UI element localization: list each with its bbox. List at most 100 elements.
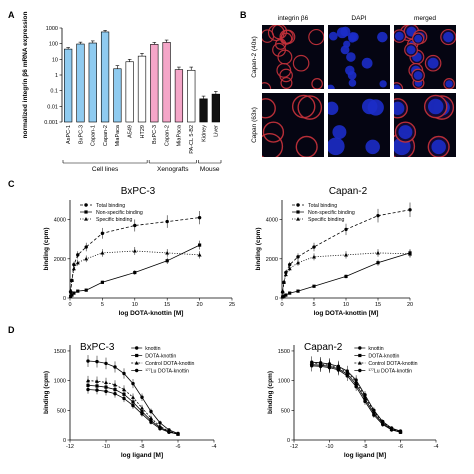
- x-tick-label: -12: [66, 444, 74, 450]
- panel-b-cell-nucleus: [340, 45, 350, 55]
- data-point: [283, 272, 288, 277]
- data-point: [345, 369, 349, 373]
- data-point: [72, 262, 76, 267]
- data-point: [104, 361, 108, 366]
- panel-b-cell-nucleus: [443, 31, 454, 43]
- data-point: [132, 248, 137, 253]
- x-tick-label: 0: [280, 302, 283, 308]
- panel-b-cell-nucleus: [361, 57, 373, 69]
- panel-a-bar-4: [113, 68, 122, 123]
- y-tick-label: 500: [57, 408, 66, 414]
- data-point: [165, 219, 169, 224]
- data-point: [284, 293, 288, 297]
- legend-entry-1: DOTA-knottin: [145, 353, 176, 359]
- data-point: [310, 360, 314, 364]
- x-tick-label: -8: [140, 444, 145, 450]
- panel-label-d: D: [8, 325, 15, 335]
- legend-entry-0: Total binding: [308, 203, 337, 209]
- series-line-0: [282, 209, 411, 293]
- legend-entry-0: Total binding: [96, 203, 125, 209]
- data-point: [122, 392, 126, 396]
- panel-a-y-tick-label: 0.01: [47, 104, 58, 110]
- legend-entry-0: knottin: [368, 346, 383, 352]
- data-point: [296, 260, 300, 265]
- panel-b-cell-nucleus: [377, 31, 388, 43]
- data-point: [376, 250, 380, 255]
- y-tick-label: 1000: [54, 379, 66, 385]
- data-point: [100, 231, 105, 236]
- panel-b-cell-membrane: [279, 68, 293, 83]
- panel-a-bar-11: [199, 98, 208, 123]
- panel-b-cell-membrane: [262, 121, 285, 143]
- legend-marker-2: [134, 361, 139, 365]
- panel-a-bar-2: [88, 42, 97, 123]
- x-tick-label: -10: [102, 444, 110, 450]
- data-point: [104, 385, 108, 389]
- legend-marker-1: [358, 353, 362, 358]
- legend-marker-0: [358, 346, 362, 350]
- panel-b-cell-nucleus: [347, 71, 357, 80]
- data-point: [327, 362, 332, 366]
- data-point: [167, 428, 171, 432]
- data-point: [140, 405, 144, 410]
- data-point: [84, 256, 89, 261]
- panel-b-cell-membrane: [291, 94, 316, 119]
- data-point: [363, 393, 367, 397]
- panel-b-cell-nucleus: [394, 101, 405, 115]
- y-tick-label: 0: [63, 296, 66, 302]
- x-tick-label: 20: [407, 302, 413, 308]
- data-point: [376, 213, 380, 218]
- panel-b-cell-membrane: [311, 78, 323, 89]
- data-point: [86, 378, 90, 383]
- legend-marker-0: [296, 203, 300, 207]
- data-point: [165, 250, 170, 255]
- panel-a-group-label-1: Xenografts: [157, 166, 189, 173]
- data-point: [408, 251, 412, 256]
- series-2: [280, 249, 412, 293]
- panel-a-category-label-3: Capan-2: [103, 125, 109, 146]
- panel-a-y-tick-label: 10: [52, 57, 58, 63]
- data-point: [312, 284, 316, 288]
- panel-b-cell-membrane: [262, 98, 276, 119]
- legend-entry-0: knottin: [145, 346, 160, 352]
- panel-a-y-tick-label: 100: [49, 42, 58, 48]
- chart-title: Capan-2: [304, 342, 343, 353]
- y-axis-label: binding (cpm): [43, 228, 50, 271]
- legend-entry-2: Control DOTA-knottin: [368, 361, 417, 367]
- panel-b-cell-nucleus: [340, 26, 351, 37]
- x-tick-label: 5: [312, 302, 315, 308]
- y-axis-label: binding (cpm): [267, 371, 274, 414]
- x-tick-label: -6: [398, 444, 403, 450]
- data-point: [158, 421, 162, 425]
- data-point: [376, 261, 380, 265]
- panel-a-y-tick-label: 0.001: [44, 120, 58, 126]
- data-point: [122, 387, 126, 392]
- x-tick-label: 15: [164, 302, 170, 308]
- chart-title: Capan-2: [329, 186, 368, 197]
- panel-a-y-axis-label: normalized integrin β6 mRNA expression: [22, 12, 29, 139]
- panel-b-cell-membrane: [267, 25, 285, 42]
- panel-a-bar-10: [187, 69, 196, 123]
- data-point: [158, 424, 162, 428]
- x-tick-label: 0: [68, 302, 71, 308]
- panel-b-image-content-1-2: [394, 94, 455, 157]
- data-point: [344, 274, 348, 279]
- data-point: [176, 431, 180, 436]
- panel-b-cell-membrane: [292, 54, 310, 72]
- panel-a-y-tick-label: 0.1: [50, 89, 58, 95]
- panel-b-cell-membrane: [297, 95, 323, 120]
- panel-a-bar-5: [125, 61, 134, 123]
- panel-b-cell-nucleus: [328, 101, 339, 115]
- y-axis-label: binding (cpm): [43, 371, 50, 414]
- panel-b-image-content-1-0: [262, 94, 323, 157]
- data-point: [282, 294, 286, 298]
- panel-a-category-label-11: Kidney: [201, 125, 207, 142]
- data-point: [197, 215, 202, 220]
- data-point: [76, 289, 80, 293]
- panel-a-y-tick-label: 1: [55, 73, 58, 79]
- data-point: [133, 270, 137, 275]
- data-point: [95, 359, 99, 364]
- legend-marker-2: [84, 217, 88, 221]
- series-3: [86, 355, 180, 436]
- panel-b-cell-nucleus: [365, 139, 380, 155]
